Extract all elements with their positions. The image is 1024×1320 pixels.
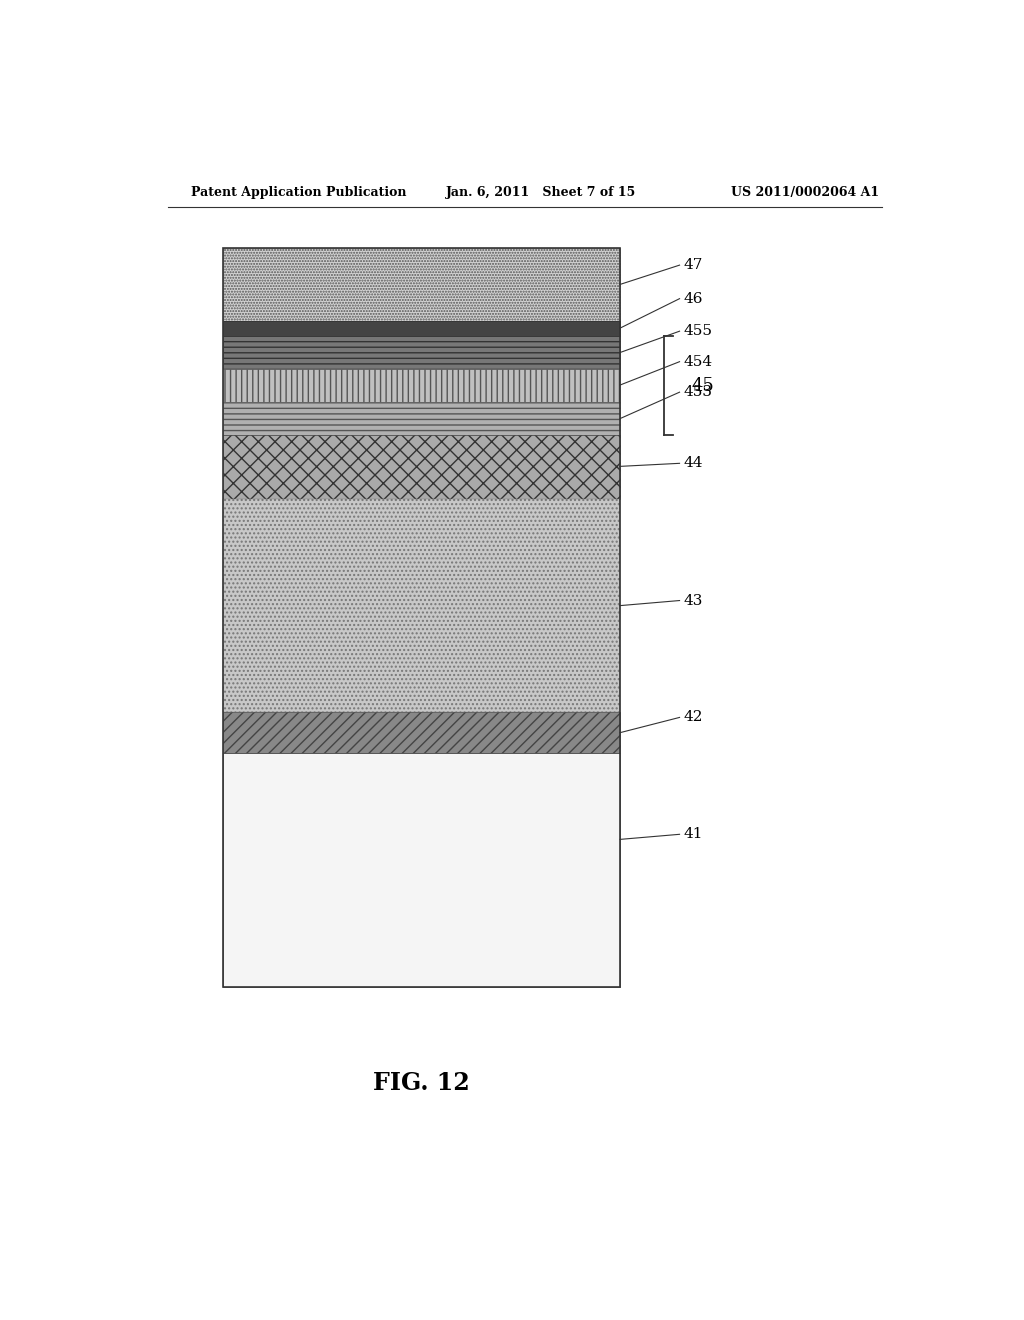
Bar [223,368,621,403]
Bar [223,248,621,321]
Bar [223,337,621,368]
Text: 43: 43 [684,594,702,607]
Text: US 2011/0002064 A1: US 2011/0002064 A1 [731,186,880,199]
Text: 46: 46 [684,292,703,306]
Bar [223,713,621,752]
Bar [223,248,621,987]
Text: 41: 41 [684,828,703,841]
Bar [223,499,621,713]
Text: Patent Application Publication: Patent Application Publication [191,186,407,199]
Text: 453: 453 [684,385,713,399]
Text: 454: 454 [684,355,713,368]
Bar [223,403,621,434]
Bar [223,752,621,987]
Text: 42: 42 [684,710,703,725]
Bar [223,321,621,337]
Bar [223,434,621,499]
Text: 455: 455 [684,325,713,338]
Text: 47: 47 [684,259,702,272]
Text: 45: 45 [691,376,714,395]
Text: 44: 44 [684,457,703,470]
Text: Jan. 6, 2011   Sheet 7 of 15: Jan. 6, 2011 Sheet 7 of 15 [445,186,636,199]
Text: FIG. 12: FIG. 12 [374,1072,470,1096]
